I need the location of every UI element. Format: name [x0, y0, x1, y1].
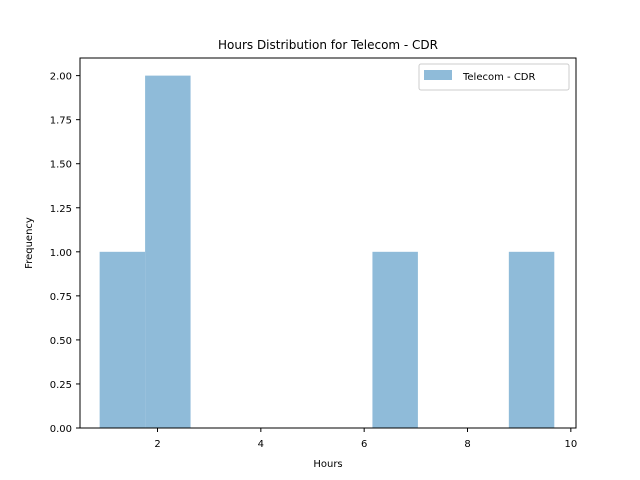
y-tick-label: 2.00 — [50, 72, 72, 83]
x-tick-label: 4 — [258, 439, 264, 450]
y-tick-label: 1.25 — [50, 204, 72, 215]
y-tick-label: 1.00 — [50, 248, 72, 259]
legend-box — [418, 63, 570, 91]
histogram-bar — [508, 251, 555, 428]
histogram-bar — [372, 251, 418, 428]
x-tick-label: 6 — [361, 439, 367, 450]
plot-frame — [79, 57, 577, 429]
x-axis-label: Hours — [313, 459, 342, 470]
x-axis-ticks: 2 4 6 8 10 — [154, 428, 577, 450]
histogram-bar — [145, 75, 191, 428]
legend-label: Telecom - CDR — [462, 72, 535, 83]
histogram-bar — [99, 251, 146, 428]
y-axis-ticks: 0.00 0.25 0.50 0.75 1.00 1.25 1.50 1.75 2.00 — [50, 72, 80, 435]
x-tick-label: 2 — [154, 439, 160, 450]
x-tick-label: 10 — [564, 439, 577, 450]
y-tick-label: 0.00 — [50, 424, 72, 435]
x-tick-label: 8 — [464, 439, 470, 450]
legend: Telecom - CDR — [418, 63, 570, 91]
y-tick-label: 0.75 — [50, 292, 72, 303]
bars-group — [99, 75, 555, 428]
chart-title: Hours Distribution for Telecom - CDR — [218, 38, 438, 52]
y-tick-label: 1.75 — [50, 116, 72, 127]
y-tick-label: 0.50 — [50, 336, 72, 347]
y-tick-label: 1.50 — [50, 160, 72, 171]
y-axis-label: Frequency — [24, 217, 35, 269]
legend-swatch — [424, 70, 452, 80]
y-tick-label: 0.25 — [50, 380, 72, 391]
